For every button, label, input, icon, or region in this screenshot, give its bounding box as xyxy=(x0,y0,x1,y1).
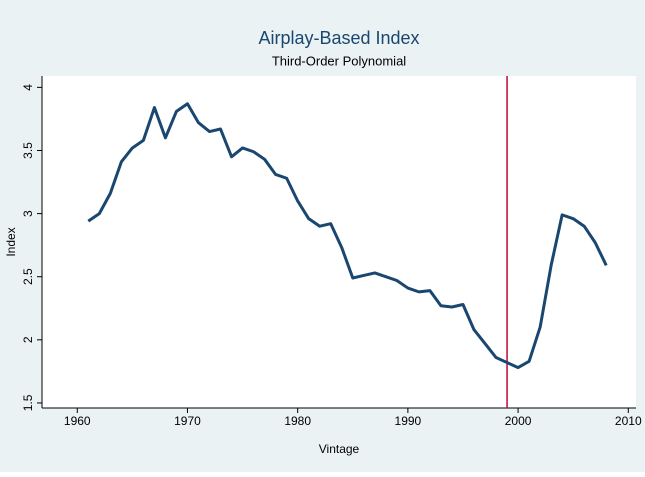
y-tick-label: 3 xyxy=(21,210,35,217)
x-tick-label: 1980 xyxy=(284,414,311,428)
y-tick-label: 2 xyxy=(21,336,35,343)
data-line xyxy=(87,102,608,370)
chart-title: Airplay-Based Index xyxy=(258,28,419,48)
x-tick-label: 2000 xyxy=(505,414,532,428)
y-tick-label: 2.5 xyxy=(21,268,35,285)
y-tick-label: 4 xyxy=(21,84,35,91)
x-tick-label: 1990 xyxy=(395,414,422,428)
x-tick-label: 1970 xyxy=(174,414,201,428)
y-axis-label: Index xyxy=(4,227,18,256)
chart-subtitle: Third-Order Polynomial xyxy=(272,53,406,68)
y-tick-label: 3.5 xyxy=(21,142,35,159)
y-tick-label: 1.5 xyxy=(21,394,35,411)
x-tick-label: 2010 xyxy=(615,414,642,428)
x-axis-label: Vintage xyxy=(319,442,360,456)
x-tick-label: 1960 xyxy=(64,414,91,428)
